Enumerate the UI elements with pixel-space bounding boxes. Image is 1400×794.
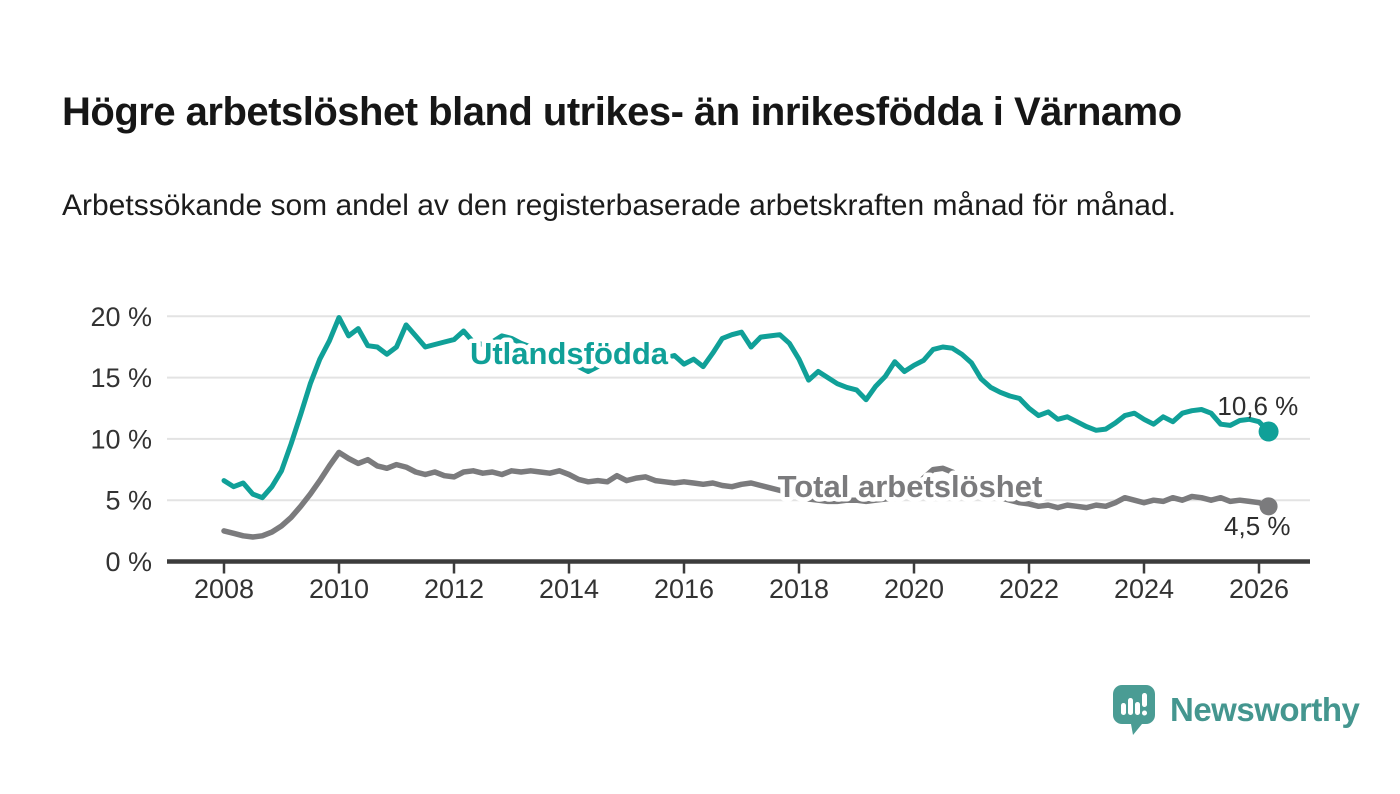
end-value-label-utlandsfodda: 10,6 % — [1217, 391, 1298, 421]
branding: Newsworthy — [1112, 684, 1360, 736]
x-tick-label-2022: 2022 — [999, 574, 1059, 604]
bar-chart-speech-bubble-icon — [1113, 685, 1155, 735]
page-title: Högre arbetslöshet bland utrikes- än inr… — [62, 89, 1182, 134]
page-subtitle: Arbetssökande som andel av den registerb… — [62, 189, 1176, 222]
x-tick-label-2016: 2016 — [654, 574, 714, 604]
x-tick-label-2024: 2024 — [1114, 574, 1174, 604]
series-line-total — [221, 449, 1272, 540]
exclamation-dot — [1142, 710, 1147, 716]
x-tick-label-2020: 2020 — [884, 574, 944, 604]
bar-small — [1121, 703, 1126, 715]
y-tick-label-10: 10 % — [90, 424, 152, 454]
end-value-label-total: 4,5 % — [1224, 511, 1291, 541]
x-tick-label-2026: 2026 — [1229, 574, 1289, 604]
bar-medium — [1135, 702, 1140, 715]
y-tick-label-15: 15 % — [90, 363, 152, 393]
x-tick-label-2010: 2010 — [309, 574, 369, 604]
speech-bubble-shape — [1113, 685, 1155, 735]
y-tick-label-0: 0 % — [105, 547, 152, 577]
x-tick-label-2012: 2012 — [424, 574, 484, 604]
series-line-utlandsfodda — [221, 315, 1272, 501]
logo-wordmark: Newsworthy — [1170, 691, 1360, 728]
series-end-dot-utlandsfodda — [1258, 421, 1279, 442]
y-tick-label-20: 20 % — [90, 302, 152, 332]
y-tick-label-5: 5 % — [105, 486, 152, 516]
x-tick-label-2014: 2014 — [539, 574, 599, 604]
x-tick-label-2008: 2008 — [194, 574, 254, 604]
exclamation-bar — [1142, 693, 1147, 707]
series-end-dot-total — [1259, 497, 1278, 516]
x-tick-label-2018: 2018 — [769, 574, 829, 604]
bar-tall — [1128, 698, 1133, 715]
series-label-total: Total arbetslöshet — [778, 469, 1043, 504]
series-label-utlandsfodda: Utlandsfödda — [470, 336, 669, 371]
